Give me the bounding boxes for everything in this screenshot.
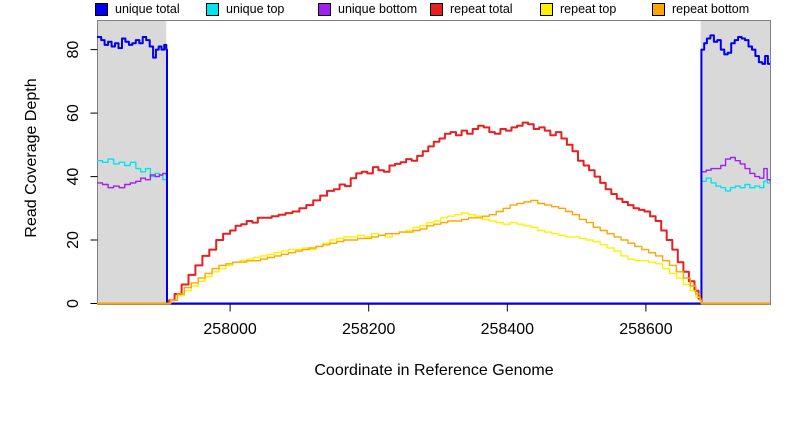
y-tick-label: 60 <box>65 104 82 122</box>
x-tick-label: 258200 <box>342 321 395 338</box>
y-axis-title: Read Coverage Depth <box>23 78 40 237</box>
x-tick-label: 258600 <box>619 321 672 338</box>
series-line-repeat-bottom <box>97 199 770 305</box>
x-tick-label: 258000 <box>203 321 256 338</box>
x-axis-title: Coordinate in Reference Genome <box>314 362 553 379</box>
shaded-repeat-region <box>700 20 770 304</box>
series-line-repeat-total <box>97 121 770 305</box>
x-tick-label: 258400 <box>481 321 534 338</box>
y-tick-label: 20 <box>65 231 82 249</box>
plot-generated-layer: 258000 258200 258400 258600 0 20 40 60 80 <box>65 20 771 338</box>
y-tick-label: 40 <box>65 168 82 186</box>
y-tick-label: 80 <box>65 41 82 59</box>
series-line-repeat-top <box>97 212 770 305</box>
y-tick-label: 0 <box>65 299 82 308</box>
